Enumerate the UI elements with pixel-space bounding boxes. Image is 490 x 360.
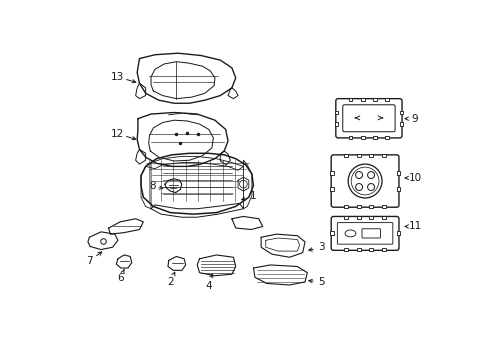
Bar — [382, 205, 386, 208]
Bar — [335, 111, 338, 114]
Ellipse shape — [345, 230, 356, 237]
Bar — [357, 205, 361, 208]
Bar — [369, 248, 373, 251]
Bar — [361, 136, 365, 139]
Text: 8: 8 — [149, 181, 156, 191]
FancyBboxPatch shape — [336, 99, 402, 138]
Bar — [348, 136, 352, 139]
FancyBboxPatch shape — [331, 216, 399, 250]
Bar — [344, 205, 348, 208]
Bar — [330, 231, 334, 235]
Bar — [369, 216, 373, 219]
FancyBboxPatch shape — [331, 155, 399, 207]
FancyBboxPatch shape — [343, 105, 395, 132]
Bar — [400, 122, 403, 126]
Bar — [386, 136, 390, 139]
FancyBboxPatch shape — [362, 229, 381, 238]
Bar — [382, 154, 386, 157]
Bar — [400, 111, 403, 114]
Text: 3: 3 — [318, 242, 325, 252]
Bar — [373, 136, 377, 139]
Text: 11: 11 — [409, 221, 422, 231]
Bar — [369, 154, 373, 157]
Text: 13: 13 — [111, 72, 124, 82]
Text: 4: 4 — [205, 281, 212, 291]
Bar — [357, 154, 361, 157]
Bar — [330, 187, 334, 191]
Text: 7: 7 — [86, 256, 93, 266]
Bar — [357, 216, 361, 219]
Bar — [361, 98, 365, 101]
FancyBboxPatch shape — [337, 222, 393, 244]
Bar — [357, 248, 361, 251]
Bar — [335, 122, 338, 126]
Bar — [369, 205, 373, 208]
Bar — [348, 98, 352, 101]
Text: 1: 1 — [250, 191, 257, 201]
Text: 2: 2 — [167, 277, 173, 287]
Text: 9: 9 — [412, 114, 418, 123]
Bar — [373, 98, 377, 101]
Bar — [382, 216, 386, 219]
Bar — [397, 187, 400, 191]
Bar — [386, 98, 390, 101]
Text: 10: 10 — [409, 173, 422, 183]
Bar — [397, 231, 400, 235]
Text: 6: 6 — [117, 273, 123, 283]
Text: 5: 5 — [318, 277, 325, 287]
Text: 12: 12 — [111, 129, 124, 139]
Bar — [397, 171, 400, 175]
Bar — [330, 171, 334, 175]
Bar — [344, 248, 348, 251]
Bar — [344, 154, 348, 157]
Bar — [382, 248, 386, 251]
Bar — [344, 216, 348, 219]
